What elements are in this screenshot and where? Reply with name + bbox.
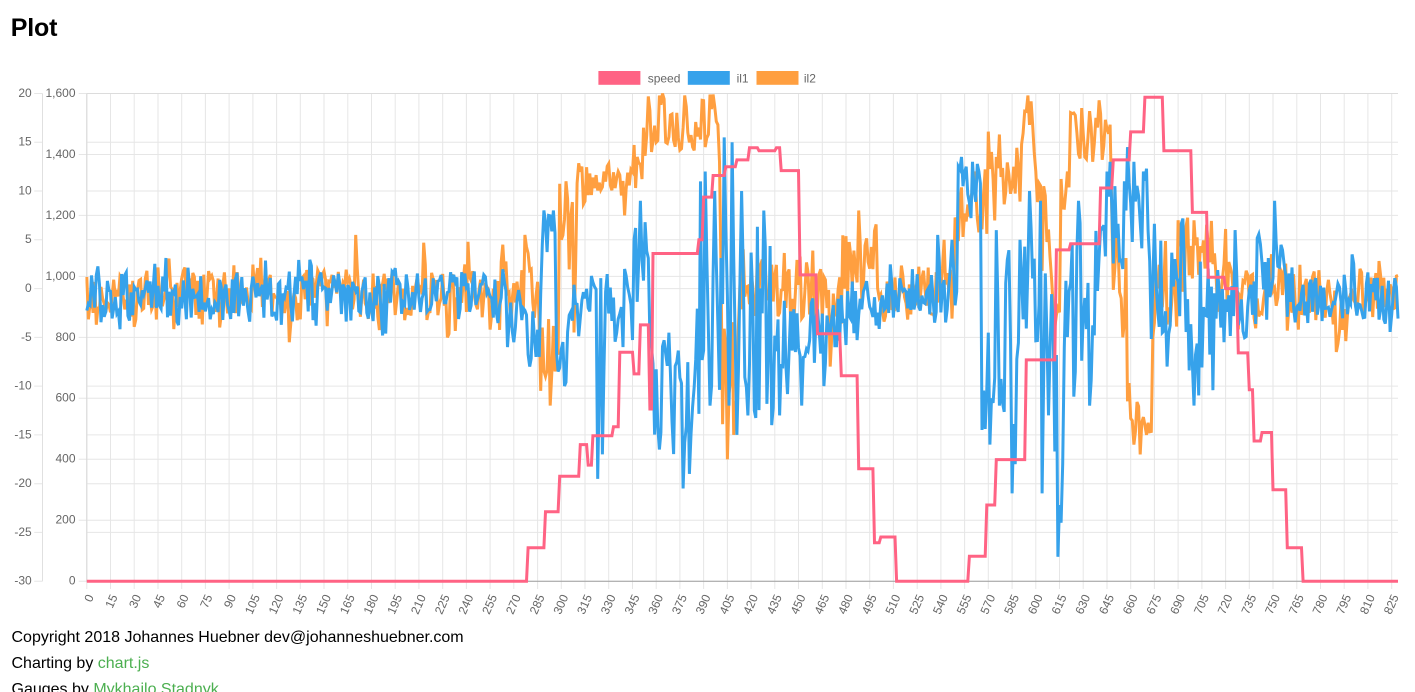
svg-text:800: 800 xyxy=(55,330,75,344)
svg-text:600: 600 xyxy=(55,391,75,405)
svg-text:15: 15 xyxy=(18,135,32,149)
svg-text:90: 90 xyxy=(221,592,239,610)
svg-text:Charting by chart.js: Charting by chart.js xyxy=(12,655,150,672)
svg-text:0: 0 xyxy=(69,574,76,588)
svg-text:5: 5 xyxy=(25,232,32,246)
svg-text:-15: -15 xyxy=(14,427,32,441)
svg-text:400: 400 xyxy=(55,452,75,466)
svg-text:Copyright 2018 Johannes Huebne: Copyright 2018 Johannes Huebner dev@joha… xyxy=(12,629,464,646)
svg-text:0: 0 xyxy=(25,281,32,295)
svg-text:-30: -30 xyxy=(14,574,32,588)
svg-text:15: 15 xyxy=(102,592,120,610)
svg-text:-5: -5 xyxy=(21,330,32,344)
svg-text:1,000: 1,000 xyxy=(45,269,75,283)
svg-text:20: 20 xyxy=(18,86,32,100)
svg-text:1,400: 1,400 xyxy=(45,147,75,161)
svg-text:200: 200 xyxy=(55,513,75,527)
svg-text:il1: il1 xyxy=(737,72,749,86)
svg-text:-20: -20 xyxy=(14,476,32,490)
svg-text:il2: il2 xyxy=(804,72,816,86)
svg-text:45: 45 xyxy=(150,592,168,610)
svg-text:75: 75 xyxy=(197,592,215,610)
svg-text:10: 10 xyxy=(18,183,32,197)
svg-text:1,600: 1,600 xyxy=(45,86,75,100)
svg-text:1,200: 1,200 xyxy=(45,208,75,222)
svg-text:-25: -25 xyxy=(14,525,32,539)
svg-text:Plot: Plot xyxy=(11,14,58,42)
svg-text:speed: speed xyxy=(648,72,681,86)
svg-text:-10: -10 xyxy=(14,379,32,393)
svg-text:60: 60 xyxy=(174,592,192,610)
svg-text:30: 30 xyxy=(126,592,144,610)
svg-text:Gauges by Mykhailo Stadnyk: Gauges by Mykhailo Stadnyk xyxy=(12,681,220,692)
